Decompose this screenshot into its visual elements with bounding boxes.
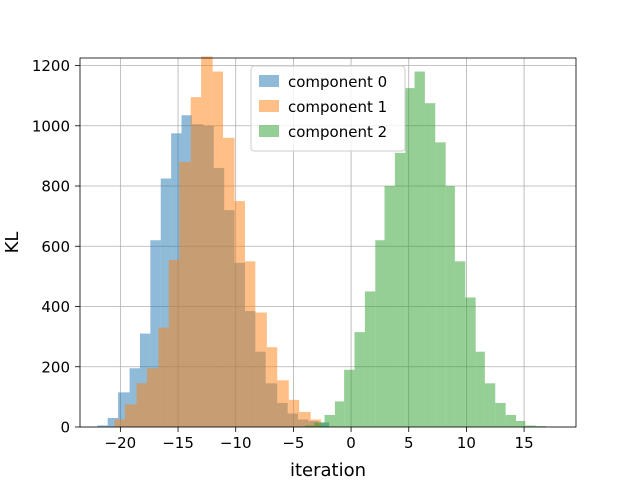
histogram-bar [475, 351, 485, 427]
legend-label: component 2 [288, 123, 387, 141]
histogram-bar [495, 402, 506, 427]
y-tick-label: 1200 [32, 57, 70, 75]
x-tick-label: 15 [515, 434, 534, 452]
histogram-bar [405, 88, 415, 428]
histogram-bar [124, 404, 137, 427]
y-tick-label: 800 [41, 178, 70, 196]
histogram-bar [244, 261, 256, 427]
histogram-bar [324, 414, 335, 427]
histogram-bar [168, 259, 180, 427]
histogram-bar [234, 201, 245, 427]
histogram-bar [107, 417, 119, 427]
legend-swatch [259, 125, 279, 137]
histogram-bar [414, 71, 425, 427]
y-tick-label: 0 [60, 419, 70, 437]
histogram-bar [344, 369, 355, 427]
x-tick-label: −20 [105, 434, 137, 452]
histogram-bar [535, 426, 547, 427]
x-tick-label: −10 [220, 434, 252, 452]
y-tick-label: 400 [41, 298, 70, 316]
histogram-bar [314, 422, 325, 427]
axis-ticks: −20 −15 −10 −5 0 5 10 15 0 200 400 600 800 1000 1200 [32, 57, 534, 452]
histogram-bar [334, 401, 345, 427]
histogram-bar [454, 261, 466, 427]
histogram-bar [304, 425, 315, 427]
x-tick-label: −15 [162, 434, 194, 452]
histogram-bar [465, 297, 476, 427]
x-tick-label: 0 [346, 434, 356, 452]
histogram-bar [201, 56, 213, 428]
legend-swatch [259, 100, 279, 112]
histogram-bar [223, 137, 235, 427]
histogram-bar [266, 347, 278, 427]
y-tick-label: 200 [41, 358, 70, 376]
histogram-bar [435, 142, 446, 428]
histogram-bar [97, 425, 108, 427]
histogram-bar [136, 383, 147, 427]
histogram-bar [255, 312, 267, 427]
histogram-bar [139, 333, 151, 427]
legend-label: component 1 [288, 98, 387, 116]
legend-box [250, 65, 406, 152]
histogram-bar [150, 240, 161, 427]
histogram-bar [384, 186, 395, 427]
histogram-bar [375, 240, 385, 427]
histogram-bar [525, 425, 536, 427]
x-tick-label: 5 [404, 434, 414, 452]
histogram-bar [505, 414, 517, 427]
y-axis-label: KL [2, 232, 23, 254]
histogram-bar [424, 103, 436, 428]
histogram-bar [190, 97, 202, 428]
histogram-bar [445, 186, 455, 427]
legend: component 0 component 1 component 2 [250, 65, 406, 152]
histogram-bar [179, 161, 191, 427]
histogram-bar [394, 152, 406, 427]
histogram-bar [118, 392, 130, 427]
histogram-bar [158, 327, 169, 427]
histogram-bars [97, 56, 547, 428]
histogram-bar [146, 368, 159, 427]
histogram-bar [160, 178, 172, 427]
histogram-bar [277, 380, 289, 427]
legend-label: component 0 [288, 73, 387, 91]
histogram-bar [364, 291, 376, 427]
histogram-bar [516, 420, 526, 427]
histogram-bar [129, 368, 140, 427]
histogram-bar [484, 383, 496, 427]
y-tick-label: 600 [41, 238, 70, 256]
legend-swatch [259, 75, 279, 87]
series-component-2 [304, 71, 547, 428]
plot-frame [79, 57, 577, 428]
x-tick-label: 10 [457, 434, 476, 452]
histogram-bar [299, 411, 311, 427]
y-tick-label: 1000 [32, 117, 70, 135]
x-axis-label: iteration [290, 460, 366, 480]
histogram-bar [354, 332, 365, 427]
histogram-bar [114, 419, 125, 427]
histogram-bar [212, 71, 224, 427]
x-tick-label: −5 [282, 434, 304, 452]
histogram-bar [288, 399, 300, 427]
series-component-1 [114, 56, 322, 428]
